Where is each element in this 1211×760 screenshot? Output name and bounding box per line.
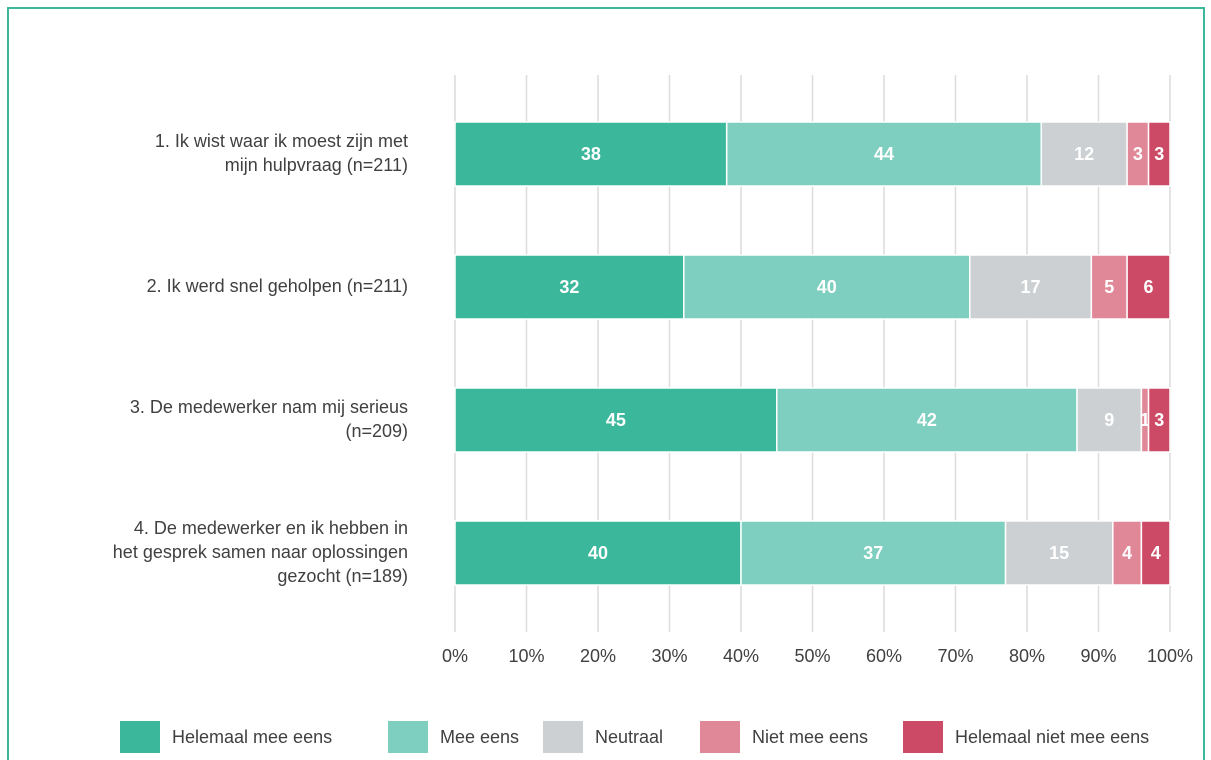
bar-segment — [1147, 387, 1171, 453]
y-tick-label: (n=209) — [345, 421, 408, 441]
legend-label: Helemaal mee eens — [172, 727, 332, 747]
y-tick-label: mijn hulpvraag (n=211) — [225, 155, 408, 175]
data-label: 42 — [917, 410, 937, 430]
legend-swatch — [700, 721, 740, 753]
bar-segment — [1040, 121, 1128, 187]
bar-segment — [725, 121, 1043, 187]
x-tick-label: 60% — [866, 646, 902, 666]
bar-segment — [454, 254, 685, 320]
data-label: 40 — [588, 543, 608, 563]
data-label: 4 — [1122, 543, 1132, 563]
legend-label: Helemaal niet mee eens — [955, 727, 1149, 747]
bar-segment — [1004, 520, 1114, 586]
data-label: 37 — [863, 543, 883, 563]
bar-segment — [1147, 121, 1171, 187]
x-tick-label: 70% — [937, 646, 973, 666]
legend-swatch — [903, 721, 943, 753]
x-tick-label: 30% — [651, 646, 687, 666]
y-tick-label: 2. Ik werd snel geholpen (n=211) — [147, 276, 408, 296]
data-label: 40 — [817, 277, 837, 297]
x-tick-label: 20% — [580, 646, 616, 666]
legend-label: Mee eens — [440, 727, 519, 747]
data-label: 1 — [1140, 410, 1150, 430]
legend-swatch — [120, 721, 160, 753]
legend-swatch — [543, 721, 583, 753]
data-label: 15 — [1049, 543, 1069, 563]
bar-segment — [1112, 520, 1143, 586]
data-label: 9 — [1104, 410, 1114, 430]
data-label: 12 — [1074, 144, 1094, 164]
y-tick-label: 3. De medewerker nam mij serieus — [130, 397, 408, 417]
data-label: 6 — [1144, 277, 1154, 297]
legend-label: Neutraal — [595, 727, 663, 747]
data-label: 3 — [1133, 144, 1143, 164]
x-tick-label: 80% — [1009, 646, 1045, 666]
data-label: 45 — [606, 410, 626, 430]
x-tick-label: 40% — [723, 646, 759, 666]
y-tick-label: het gesprek samen naar oplossingen — [113, 542, 408, 562]
bar-segment — [1140, 520, 1171, 586]
data-label: 38 — [581, 144, 601, 164]
data-label: 3 — [1154, 144, 1164, 164]
x-tick-label: 0% — [442, 646, 468, 666]
data-label: 5 — [1104, 277, 1114, 297]
data-label: 32 — [559, 277, 579, 297]
bar-segment — [454, 520, 742, 586]
y-tick-label: 1. Ik wist waar ik moest zijn met — [155, 131, 408, 151]
x-tick-label: 100% — [1147, 646, 1193, 666]
bar-segment — [740, 520, 1007, 586]
data-label: 44 — [874, 144, 894, 164]
x-tick-label: 10% — [508, 646, 544, 666]
frame — [7, 7, 1205, 760]
bar-segment — [454, 121, 728, 187]
bar-segment — [776, 387, 1078, 453]
x-tick-label: 50% — [794, 646, 830, 666]
bar-segment — [1126, 254, 1171, 320]
y-tick-label: 4. De medewerker en ik hebben in — [134, 518, 408, 538]
data-label: 17 — [1021, 277, 1041, 297]
data-label: 3 — [1154, 410, 1164, 430]
legend-swatch — [388, 721, 428, 753]
y-tick-label: gezocht (n=189) — [277, 566, 408, 586]
data-label: 4 — [1151, 543, 1161, 563]
x-tick-label: 90% — [1080, 646, 1116, 666]
legend-label: Niet mee eens — [752, 727, 868, 747]
bar-segment — [969, 254, 1093, 320]
